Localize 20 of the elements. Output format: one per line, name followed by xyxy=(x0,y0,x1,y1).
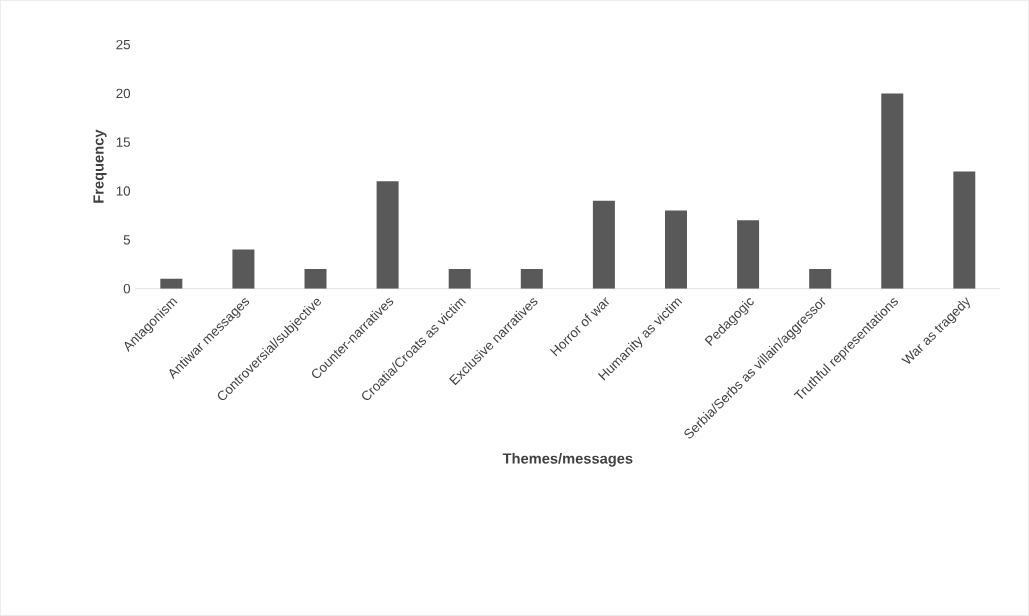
y-tick-label: 15 xyxy=(116,137,131,147)
bar xyxy=(881,93,904,289)
bar xyxy=(304,269,327,289)
y-tick-label: 10 xyxy=(116,186,131,196)
bar xyxy=(592,200,615,289)
y-tick-label: 20 xyxy=(116,88,131,99)
bar xyxy=(376,181,399,289)
bar xyxy=(520,269,543,289)
bar xyxy=(737,220,760,289)
bar xyxy=(953,171,976,289)
y-tick-label: 0 xyxy=(123,283,131,294)
y-tick-label: 5 xyxy=(123,235,131,245)
bar xyxy=(448,269,471,289)
bar xyxy=(664,210,687,289)
bar xyxy=(160,278,183,289)
y-axis-title: Frequency xyxy=(93,129,107,203)
y-tick-label: 25 xyxy=(116,39,131,50)
bar xyxy=(809,269,832,289)
x-axis-title: Themes/messages xyxy=(502,452,633,467)
bar xyxy=(232,249,255,289)
